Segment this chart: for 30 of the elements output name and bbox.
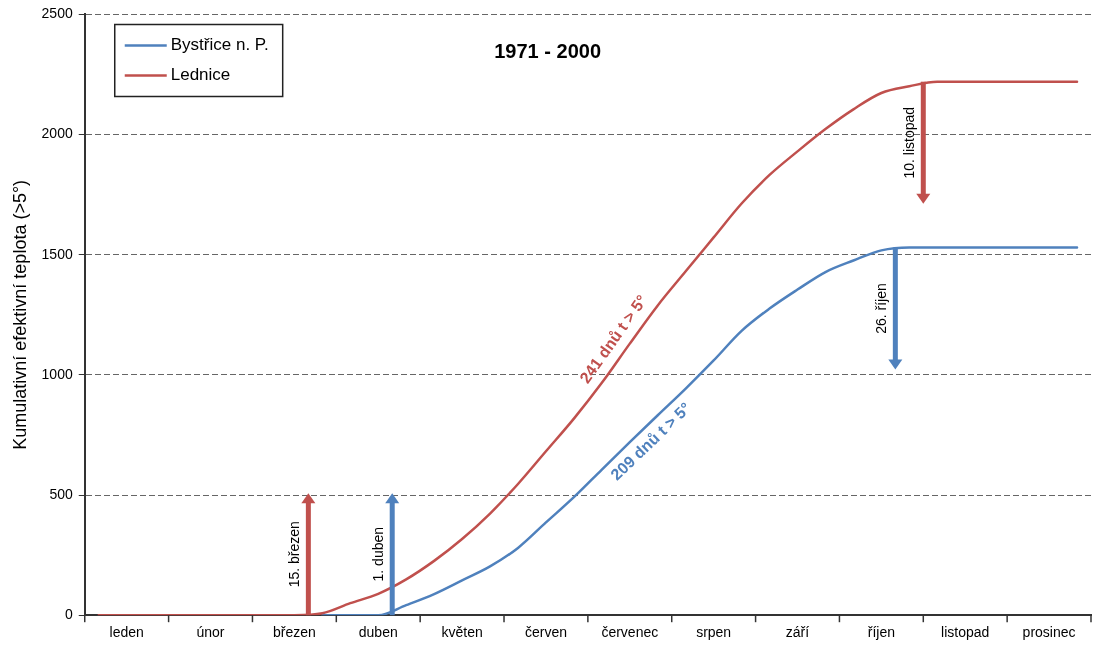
y-axis-title: Kumulativní efektivní teplota (>5°) (9, 179, 30, 450)
legend-label: Lednice (170, 65, 231, 85)
x-tick-label: říjen (867, 624, 895, 641)
x-tick-label: červen (524, 624, 567, 641)
y-tick-label: 500 (49, 485, 73, 502)
x-tick-label: prosinec (1022, 624, 1076, 641)
annotation: 209 dnů t > 5° (607, 399, 694, 484)
text: 1971 - 2000 (494, 39, 601, 62)
x-tick-label: srpen (696, 624, 732, 641)
x-tick-label: červenec (601, 624, 659, 641)
y-tick-label: 1500 (41, 245, 73, 262)
line-series (97, 80, 1079, 616)
annotation: 241 dnů t > 5° (576, 291, 651, 387)
x-tick-label: leden (109, 624, 144, 641)
x-tick-label: únor (196, 624, 225, 641)
x-tick-label: květen (441, 624, 483, 641)
y-tick-label: 1000 (41, 365, 73, 382)
annotation: 15. březen (286, 521, 303, 588)
x-tick-label: březen (272, 624, 316, 641)
x-tick-label: duben (358, 624, 398, 641)
x-tick-label: září (785, 624, 810, 641)
line-series (321, 246, 1079, 616)
annotation: 26. říjen (873, 283, 890, 334)
y-tick-label: 0 (64, 606, 73, 623)
annotation: 1. duben (370, 526, 387, 582)
y-tick-label: 2500 (41, 5, 73, 22)
legend-label: Bystřice n. P. (170, 35, 269, 55)
annotation: 10. listopad (901, 106, 918, 179)
y-tick-label: 2000 (41, 125, 73, 142)
x-tick-label: listopad (941, 624, 990, 641)
